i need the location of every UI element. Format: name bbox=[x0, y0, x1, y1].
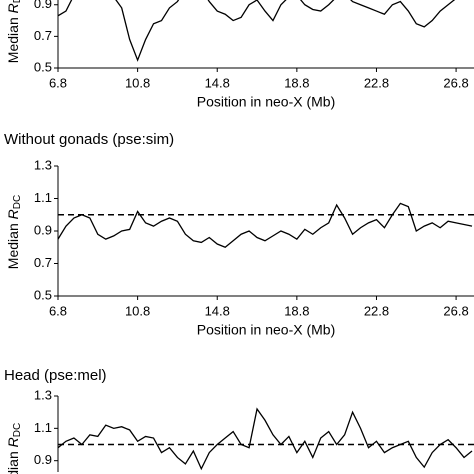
x-tick-label: 22.8 bbox=[364, 303, 389, 318]
y-tick-label: 1.3 bbox=[34, 387, 52, 402]
data-line bbox=[58, 407, 473, 471]
y-tick-label: 0.9 bbox=[34, 222, 52, 237]
x-tick-label: 6.8 bbox=[49, 303, 67, 318]
y-label-text: Median bbox=[5, 13, 21, 63]
y-tick-label: 0.7 bbox=[34, 28, 52, 43]
x-axis-label: Position in neo-X (Mb) bbox=[197, 94, 336, 110]
y-axis-label: Median RDC bbox=[5, 195, 23, 269]
data-line bbox=[58, 202, 473, 248]
panel-title: Head (pse:mel) bbox=[4, 367, 107, 384]
y-tick-label: 1.1 bbox=[34, 190, 52, 205]
x-axis-label: Position in neo-X (Mb) bbox=[197, 322, 336, 338]
y-tick-label: 0.5 bbox=[34, 287, 52, 302]
y-label-subscript: DC bbox=[12, 195, 23, 209]
y-label-text: Median bbox=[5, 219, 21, 269]
x-tick-label: 14.8 bbox=[205, 303, 230, 318]
panel-title: Without gonads (pse:sim) bbox=[4, 131, 174, 148]
data-line bbox=[58, 0, 456, 62]
x-tick-label: 14.8 bbox=[205, 75, 230, 90]
y-label-text: Median bbox=[5, 447, 21, 474]
y-tick-label: 1.1 bbox=[34, 420, 52, 435]
y-label-symbol: R bbox=[5, 209, 21, 219]
y-axis-label: Median RDC bbox=[5, 0, 23, 63]
y-label-symbol: R bbox=[5, 3, 21, 13]
x-tick-label: 6.8 bbox=[49, 75, 67, 90]
y-axis-label: Median RDC bbox=[5, 423, 23, 474]
y-tick-label: 0.5 bbox=[34, 59, 52, 74]
y-tick-label: 0.9 bbox=[34, 0, 52, 11]
x-tick-label: 18.8 bbox=[284, 303, 309, 318]
y-tick-label: 0.7 bbox=[34, 255, 52, 270]
x-tick-label: 18.8 bbox=[284, 75, 309, 90]
x-tick-label: 22.8 bbox=[364, 75, 389, 90]
y-tick-label: 0.9 bbox=[34, 452, 52, 467]
x-tick-label: 10.8 bbox=[125, 75, 150, 90]
x-tick-label: 26.8 bbox=[443, 75, 468, 90]
x-tick-label: 10.8 bbox=[125, 303, 150, 318]
x-tick-label: 26.8 bbox=[443, 303, 468, 318]
y-label-symbol: R bbox=[5, 437, 21, 447]
y-label-subscript: DC bbox=[12, 423, 23, 437]
y-tick-label: 1.3 bbox=[34, 157, 52, 172]
y-label-subscript: DC bbox=[12, 0, 23, 3]
